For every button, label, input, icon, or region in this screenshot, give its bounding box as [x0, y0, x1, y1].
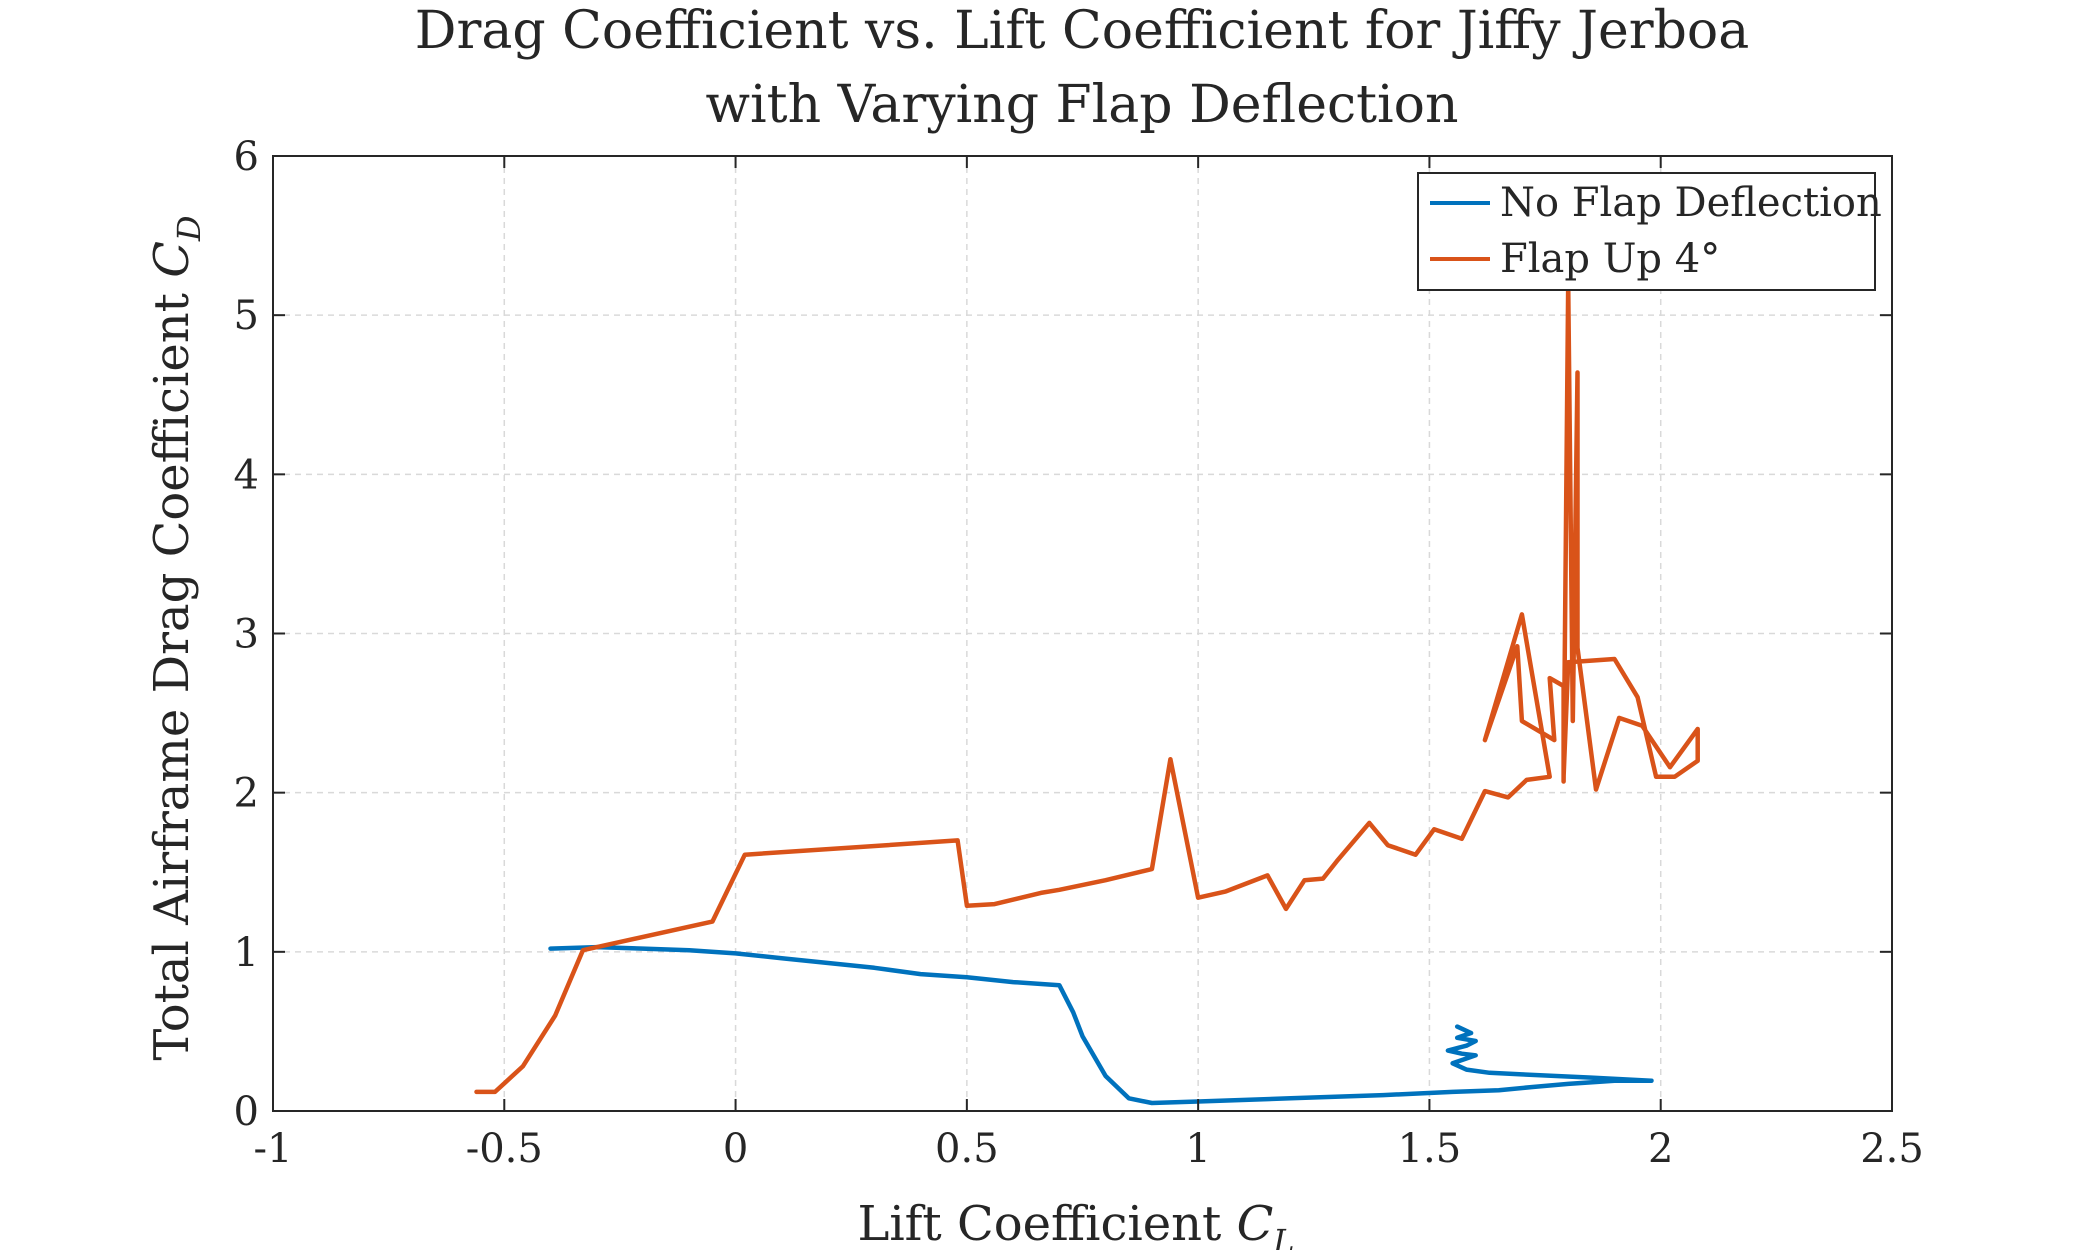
y-tick-label: 6 — [234, 134, 259, 180]
grid — [273, 156, 1892, 1111]
y-axis-label-symbol: C — [144, 241, 200, 278]
y-tick-label: 2 — [234, 771, 259, 817]
y-tick-label: 5 — [234, 293, 259, 339]
x-tick-label: 1.5 — [1398, 1126, 1462, 1172]
x-axis-label-symbol: C — [1237, 1196, 1274, 1250]
legend: No Flap Deflection Flap Up 4° — [1417, 172, 1882, 291]
x-tick-label: 2 — [1648, 1126, 1673, 1172]
ticks: -1 -0.5 0 0.5 1 1.5 2 2.5 0 1 2 3 4 5 6 — [234, 134, 1924, 1172]
x-axis-label-subscript: L — [1272, 1222, 1294, 1250]
x-tick-label: 0.5 — [935, 1126, 999, 1172]
chart-title-line-2: with Varying Flap Deflection — [706, 75, 1459, 135]
x-tick-label: -0.5 — [466, 1126, 543, 1172]
legend-box — [1417, 172, 1876, 291]
legend-label-no-flap: No Flap Deflection — [1500, 180, 1882, 226]
x-tick-label: 0 — [723, 1126, 748, 1172]
y-tick-label: 0 — [234, 1089, 259, 1135]
legend-label-flap-up: Flap Up 4° — [1500, 236, 1720, 282]
chart-title-line-1: Drag Coefficient vs. Lift Coefficient fo… — [415, 1, 1749, 61]
x-tick-label: 1 — [1185, 1126, 1210, 1172]
y-axis-label-text: Total Airframe Drag Coefficient — [144, 278, 200, 1061]
x-axis-label-text: Lift Coefficient — [857, 1196, 1236, 1250]
x-tick-label: 2.5 — [1860, 1126, 1924, 1172]
x-axis-label: Lift Coefficient CL — [857, 1196, 1294, 1250]
y-axis-label: Total Airframe Drag Coefficient CD — [144, 215, 208, 1060]
series-line-flap-up-4 — [474, 281, 1700, 1095]
series-layer — [474, 281, 1700, 1106]
y-tick-label: 1 — [234, 930, 259, 976]
y-tick-label: 4 — [234, 452, 259, 498]
series-line-no-flap-deflection — [548, 944, 1654, 1106]
y-axis-label-subscript: D — [170, 215, 208, 242]
x-tick-label: -1 — [254, 1126, 293, 1172]
y-tick-label: 3 — [234, 612, 259, 658]
